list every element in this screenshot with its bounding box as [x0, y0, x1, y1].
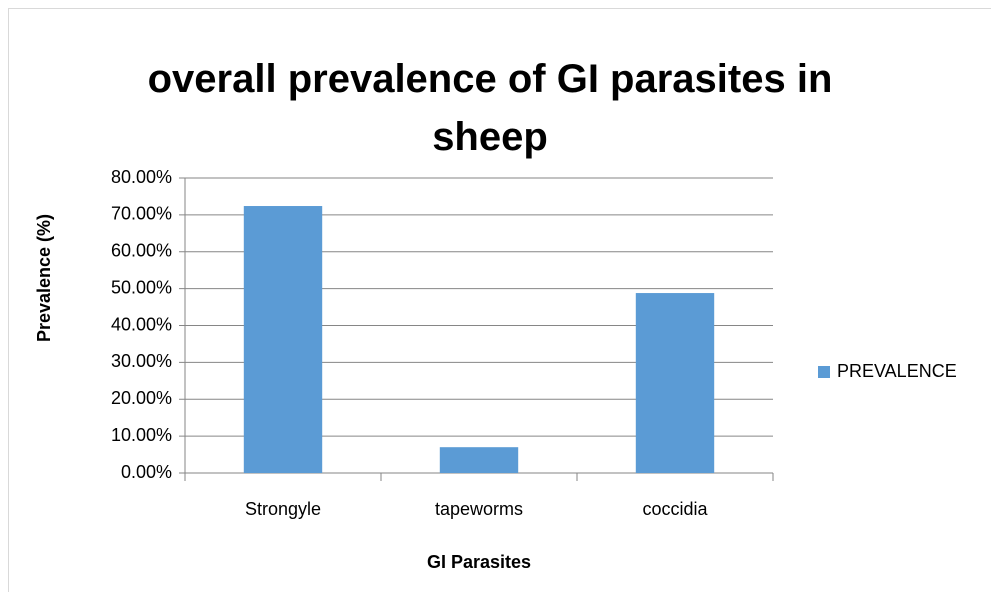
y-tick-label: 50.00%	[111, 277, 172, 297]
chart-title: overall prevalence of GI parasites in sh…	[147, 57, 833, 159]
bar	[635, 293, 715, 473]
y-tick-label: 70.00%	[111, 204, 172, 224]
x-axis-label: GI Parasites	[427, 552, 531, 572]
chart-border	[8, 8, 991, 592]
y-tick-label: 80.00%	[111, 167, 172, 187]
y-axis-label: Prevalence (%)	[34, 214, 54, 342]
y-tick-label: 60.00%	[111, 241, 172, 261]
bar	[439, 447, 519, 473]
y-tick-label: 30.00%	[111, 351, 172, 371]
y-tick-label: 40.00%	[111, 314, 172, 334]
y-tick-label: 20.00%	[111, 388, 172, 408]
legend-label: PREVALENCE	[837, 361, 957, 381]
x-tick-label: coccidia	[642, 499, 708, 519]
y-tick-label: 0.00%	[121, 462, 172, 482]
bar	[243, 206, 323, 473]
legend-swatch	[818, 366, 830, 378]
y-tick-label: 10.00%	[111, 425, 172, 445]
x-tick-label: tapeworms	[435, 499, 523, 519]
x-tick-label: Strongyle	[245, 499, 321, 519]
